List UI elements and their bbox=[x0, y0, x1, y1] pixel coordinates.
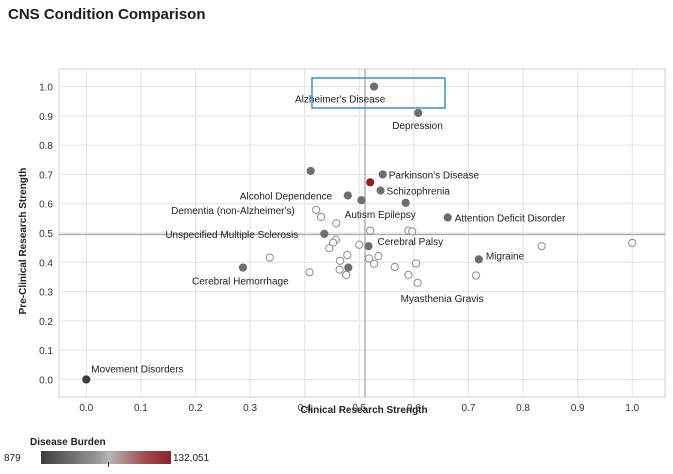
legend-max-label: 132,051 bbox=[173, 453, 210, 464]
data-point[interactable] bbox=[355, 240, 364, 249]
point-label: Cerebral Palsy bbox=[378, 237, 444, 248]
y-tick-label: 0.0 bbox=[39, 375, 53, 386]
data-point[interactable] bbox=[390, 262, 399, 272]
point-label: Cerebral Hemorrhage bbox=[192, 277, 289, 288]
point-labels: Alzheimer's Disease Depression Parkinson's… bbox=[91, 77, 566, 375]
labeled-data-point[interactable] bbox=[312, 205, 321, 214]
data-point[interactable] bbox=[366, 226, 375, 235]
data-point[interactable] bbox=[342, 270, 351, 279]
legend-tick bbox=[108, 462, 109, 467]
x-tick-label: 0.4 bbox=[298, 403, 312, 414]
data-point[interactable] bbox=[325, 244, 334, 253]
point-label: Alcohol Dependence bbox=[240, 192, 333, 203]
legend-min-label: 879 bbox=[4, 453, 21, 464]
point-label: Parkinson's Disease bbox=[389, 170, 480, 181]
labeled-data-point[interactable] bbox=[320, 229, 329, 238]
x-tick-label: 0.1 bbox=[134, 403, 148, 414]
labeled-data-point[interactable] bbox=[401, 198, 410, 207]
data-point[interactable] bbox=[366, 178, 375, 187]
data-point[interactable] bbox=[408, 227, 417, 236]
y-tick-label: 0.3 bbox=[39, 288, 53, 299]
x-tick-label: 0.6 bbox=[407, 403, 421, 414]
labeled-data-point[interactable] bbox=[378, 170, 387, 179]
y-tick-label: 0.1 bbox=[39, 346, 53, 357]
data-point[interactable] bbox=[404, 270, 413, 279]
x-tick-label: 0.7 bbox=[462, 403, 476, 414]
grid bbox=[58, 68, 666, 398]
data-point[interactable] bbox=[364, 254, 374, 263]
data-point[interactable] bbox=[628, 238, 637, 248]
point-label: Migraine bbox=[486, 251, 525, 262]
point-label: Depression bbox=[392, 121, 443, 132]
labeled-data-point[interactable] bbox=[474, 255, 483, 264]
y-tick-label: 0.6 bbox=[39, 200, 53, 211]
point-label: Movement Disorders bbox=[91, 364, 183, 375]
data-point[interactable] bbox=[332, 219, 341, 228]
legend-color-bar bbox=[41, 451, 171, 464]
data-point[interactable] bbox=[265, 253, 274, 262]
x-tick-label: 1.0 bbox=[625, 403, 639, 414]
chart-title: CNS Condition Comparison bbox=[8, 6, 206, 23]
data-point[interactable] bbox=[344, 263, 353, 272]
x-tick-label: 0.3 bbox=[243, 403, 257, 414]
data-point[interactable] bbox=[411, 259, 421, 268]
y-tick-label: 0.9 bbox=[39, 112, 53, 123]
legend-title: Disease Burden bbox=[30, 437, 106, 448]
data-points bbox=[82, 82, 637, 384]
data-point[interactable] bbox=[472, 271, 481, 280]
labeled-data-point[interactable] bbox=[369, 82, 379, 91]
labeled-data-point[interactable] bbox=[238, 263, 248, 272]
x-tick-label: 0.0 bbox=[79, 403, 93, 414]
y-tick-label: 0.5 bbox=[39, 229, 53, 240]
data-point[interactable] bbox=[316, 212, 326, 221]
y-tick-label: 0.2 bbox=[39, 317, 53, 328]
labeled-data-point[interactable] bbox=[82, 375, 91, 384]
y-tick-label: 0.4 bbox=[39, 258, 53, 269]
point-label: Alzheimer's Disease bbox=[295, 95, 386, 106]
data-point[interactable] bbox=[335, 265, 344, 274]
highlight-box bbox=[311, 77, 446, 109]
labeled-data-point[interactable] bbox=[364, 242, 373, 251]
x-tick-label: 0.9 bbox=[571, 403, 585, 414]
x-tick-label: 0.5 bbox=[352, 403, 366, 414]
data-point[interactable] bbox=[343, 250, 352, 260]
y-axis-label: Pre-Clinical Research Strength bbox=[18, 168, 29, 315]
labeled-data-point[interactable] bbox=[443, 213, 452, 222]
data-point[interactable] bbox=[306, 166, 315, 176]
data-point[interactable] bbox=[537, 242, 546, 251]
point-label: Unspecified Multiple Sclerosis bbox=[165, 230, 298, 241]
data-point[interactable] bbox=[336, 256, 345, 265]
y-tick-label: 1.0 bbox=[39, 83, 53, 94]
point-label: Attention Deficit Disorder bbox=[455, 213, 566, 224]
x-tick-label: 0.8 bbox=[516, 403, 530, 414]
point-label: Schizophrenia bbox=[387, 187, 451, 198]
data-point[interactable] bbox=[374, 252, 383, 261]
axes: 0.0 0.1 0.2 0.3 0.4 0.5 0.6 0.7 0.8 0.9 1.0 0.0 0.1 0… bbox=[39, 83, 640, 414]
data-point[interactable] bbox=[305, 268, 314, 277]
point-label: Myasthenia Gravis bbox=[401, 294, 484, 305]
labeled-data-point[interactable] bbox=[343, 191, 352, 200]
labeled-data-point[interactable] bbox=[414, 108, 423, 118]
labeled-data-point[interactable] bbox=[376, 186, 385, 195]
y-tick-label: 0.8 bbox=[39, 141, 53, 152]
x-axis-label: Clinical Research Strength bbox=[300, 405, 427, 416]
data-point[interactable] bbox=[369, 259, 379, 268]
point-label: Dementia (non-Alzheimer's) bbox=[171, 206, 295, 217]
data-point[interactable] bbox=[328, 238, 338, 247]
point-label: Autism Epilepsy bbox=[345, 210, 416, 221]
data-point[interactable] bbox=[357, 196, 366, 205]
labeled-data-point[interactable] bbox=[413, 278, 422, 287]
y-tick-label: 0.7 bbox=[39, 170, 53, 181]
x-tick-label: 0.2 bbox=[189, 403, 203, 414]
